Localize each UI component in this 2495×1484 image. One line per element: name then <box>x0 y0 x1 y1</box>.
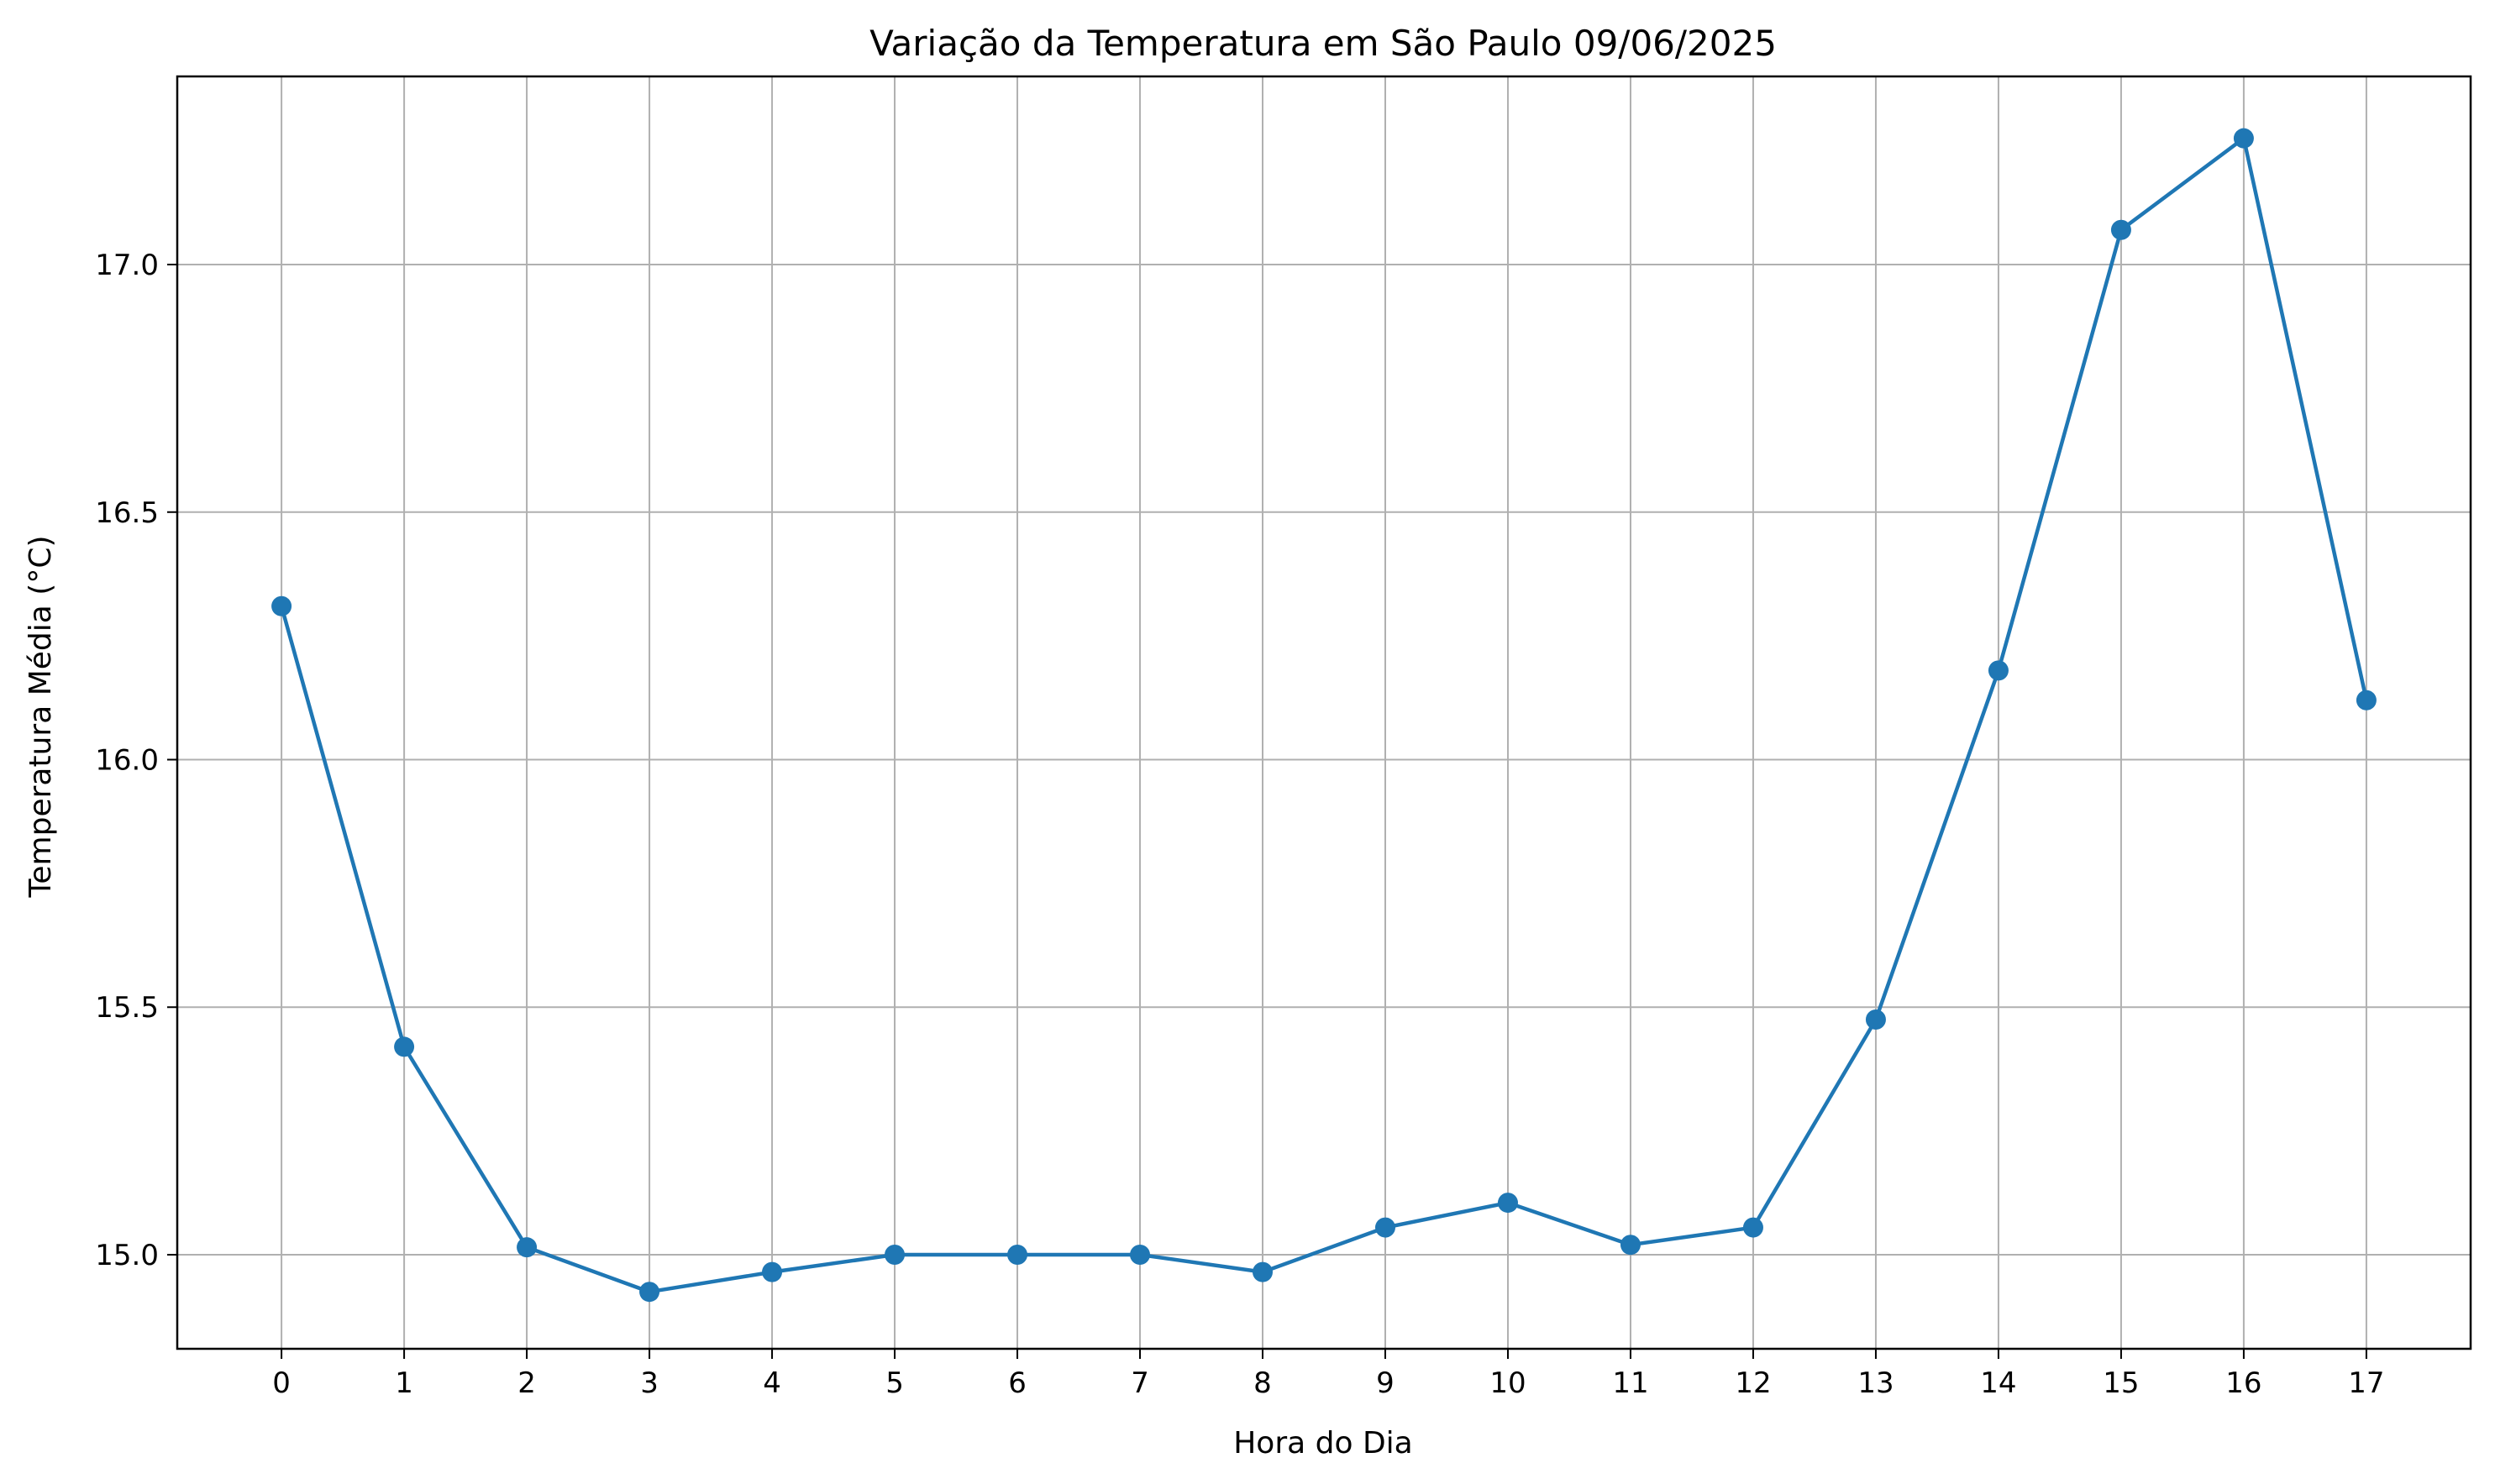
y-tick-label: 16.0 <box>95 744 159 778</box>
data-point <box>639 1282 660 1303</box>
x-tick-label: 8 <box>1253 1366 1272 1400</box>
data-point <box>1742 1217 1763 1238</box>
plot-area-frame <box>176 75 2472 1350</box>
grid-lines <box>177 76 2471 1349</box>
x-tick-label: 15 <box>2103 1366 2139 1400</box>
data-point <box>517 1237 538 1258</box>
data-point <box>762 1261 783 1282</box>
series-line-group <box>279 136 2369 1294</box>
y-tick-label: 17.0 <box>95 249 159 282</box>
x-axis-ticks: 0 1 2 3 4 5 6 7 8 9 10 11 12 13 14 15 16 17 <box>272 1349 2385 1400</box>
x-tick-label: 13 <box>1857 1366 1894 1400</box>
y-tick-label: 15.5 <box>95 991 159 1025</box>
data-point <box>885 1244 906 1265</box>
data-point <box>1497 1193 1518 1214</box>
x-tick-label: 11 <box>1612 1366 1648 1400</box>
data-point <box>1988 660 2009 681</box>
x-tick-label: 10 <box>1489 1366 1526 1400</box>
data-point <box>2356 690 2377 711</box>
data-point <box>1007 1244 1028 1265</box>
x-tick-label: 3 <box>640 1366 659 1400</box>
data-point <box>2110 219 2131 240</box>
x-tick-label: 2 <box>517 1366 536 1400</box>
y-axis-ticks: 15.0 15.5 16.0 16.5 17.0 <box>95 249 177 1272</box>
x-tick-label: 14 <box>1980 1366 2016 1400</box>
data-point <box>271 595 292 616</box>
y-tick-label: 15.0 <box>95 1239 159 1272</box>
data-point <box>2233 128 2254 149</box>
x-tick-label: 1 <box>395 1366 413 1400</box>
data-point <box>1130 1244 1151 1265</box>
data-points <box>271 128 2377 1303</box>
x-tick-label: 0 <box>272 1366 291 1400</box>
x-tick-label: 17 <box>2348 1366 2384 1400</box>
x-tick-label: 7 <box>1131 1366 1149 1400</box>
x-axis-label: Hora do Dia <box>1233 1426 1413 1460</box>
data-point <box>1253 1261 1274 1282</box>
x-tick-label: 16 <box>2225 1366 2261 1400</box>
series-line <box>279 136 2369 1294</box>
y-tick-label: 16.5 <box>95 496 159 530</box>
x-tick-label: 12 <box>1735 1366 1771 1400</box>
data-point <box>1620 1235 1641 1256</box>
chart-title: Variação da Temperatura em São Paulo 09/… <box>869 23 1777 64</box>
data-point <box>1865 1009 1886 1030</box>
x-tick-label: 5 <box>885 1366 904 1400</box>
y-axis-label: Temperatura Média (°C) <box>24 536 58 899</box>
x-tick-label: 4 <box>763 1366 781 1400</box>
data-point <box>1374 1217 1395 1238</box>
x-tick-label: 6 <box>1008 1366 1027 1400</box>
data-point <box>394 1036 415 1057</box>
x-tick-label: 9 <box>1376 1366 1395 1400</box>
